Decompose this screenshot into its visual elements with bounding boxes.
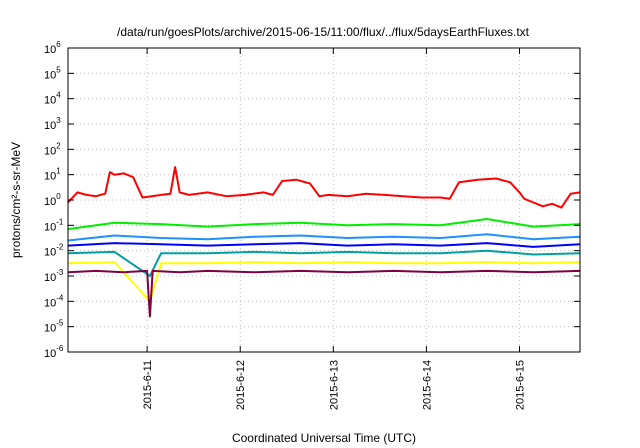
y-tick-label: 102 (44, 141, 61, 157)
series-line-2 (67, 218, 581, 231)
series-line-5 (67, 249, 581, 277)
series-line-7 (67, 269, 581, 318)
x-tick-label: 2015-6-15 (514, 360, 526, 410)
y-tick-label: 10-1 (44, 217, 64, 233)
y-axis-label: protons/cm²-s-sr-MeV (9, 142, 23, 258)
y-tick-label: 105 (44, 65, 61, 81)
y-tick-label: 100 (44, 192, 61, 208)
x-tick-label: 2015-6-13 (328, 360, 340, 410)
series-line-6 (67, 261, 581, 303)
series-line-1 (67, 166, 581, 209)
y-tick-label: 10-4 (44, 293, 64, 309)
x-tick-label: 2015-6-12 (235, 360, 247, 410)
x-ticks: 2015-6-11 2015-6-12 2015-6-13 2015-6-14 2015… (142, 48, 526, 410)
y-tick-label: 103 (44, 116, 61, 132)
y-tick-label: 10-2 (44, 243, 64, 259)
y-tick-label: 101 (44, 167, 61, 183)
y-tick-label: 10-5 (44, 319, 64, 335)
chart-title: /data/run/goesPlots/archive/2015-06-15/1… (117, 25, 530, 39)
series-line-4 (67, 242, 581, 248)
y-tick-label: 10-3 (44, 268, 64, 284)
series-group (67, 166, 581, 318)
series-line-3 (67, 233, 581, 242)
grid (68, 48, 580, 352)
y-tick-label: 10-6 (44, 344, 64, 360)
x-axis-label: Coordinated Universal Time (UTC) (232, 431, 416, 445)
y-tick-label: 104 (44, 91, 61, 107)
y-tick-label: 106 (44, 40, 61, 56)
x-tick-label: 2015-6-11 (142, 360, 154, 409)
x-tick-label: 2015-6-14 (421, 360, 433, 410)
